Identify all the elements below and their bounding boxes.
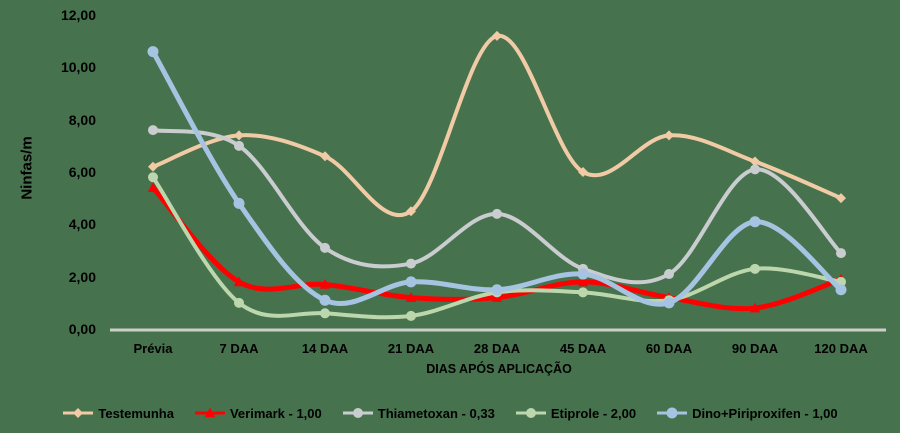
data-point-marker <box>749 216 761 228</box>
legend: Testemunha Verimark - 1,00 Thiametoxan - 0… <box>0 405 900 421</box>
legend-swatch <box>194 407 225 418</box>
legend-item-thiametoxan-0-33: Thiametoxan - 0,33 <box>342 405 495 421</box>
data-point-marker <box>491 284 503 296</box>
x-category-label: 60 DAA <box>645 341 693 356</box>
data-point-marker <box>406 206 416 217</box>
y-tick-label: 4,00 <box>68 216 96 233</box>
y-tick-label: 10,00 <box>60 59 96 76</box>
data-point-marker <box>836 248 846 259</box>
y-tick-label: 8,00 <box>68 111 96 128</box>
data-point-marker <box>234 140 244 151</box>
data-point-marker <box>148 161 158 172</box>
series-testemunha <box>148 30 846 218</box>
legend-swatch <box>657 407 688 419</box>
data-point-marker <box>148 172 158 183</box>
y-tick-label: 6,00 <box>68 164 96 180</box>
legend-item-verimark-1-00: Verimark - 1,00 <box>194 405 322 421</box>
data-point-marker <box>664 130 674 141</box>
series-line <box>151 33 843 218</box>
data-point-marker <box>233 276 245 287</box>
data-point-marker <box>406 258 416 269</box>
data-point-marker <box>578 167 588 177</box>
legend-item-etiprole-2-00: Etiprole - 2,00 <box>515 405 636 421</box>
data-point-marker <box>320 308 330 319</box>
y-axis-title: Ninfas/m <box>18 136 36 200</box>
series-dino-piriproxifen-1-00 <box>147 46 847 309</box>
x-category-label: 14 DAA <box>301 341 349 356</box>
data-point-marker <box>233 197 245 209</box>
data-point-marker <box>319 279 331 289</box>
data-point-marker <box>352 408 363 418</box>
legend-swatch <box>515 408 546 418</box>
data-point-marker <box>577 276 589 287</box>
data-point-marker <box>319 294 331 306</box>
data-point-marker <box>234 297 244 308</box>
x-axis-title: DIAS APÓS APLICAÇÃO <box>426 362 572 376</box>
x-category-label: 28 DAA <box>473 341 521 356</box>
data-point-marker <box>148 125 158 136</box>
y-tick-label: 12,00 <box>60 7 96 23</box>
y-tick-label: 0,00 <box>68 321 96 337</box>
plot-area <box>110 30 886 332</box>
data-point-marker <box>836 193 846 204</box>
legend-item-testemunha: Testemunha <box>62 405 174 421</box>
data-point-marker <box>664 269 674 280</box>
data-point-marker <box>750 156 760 167</box>
data-point-marker <box>749 302 761 313</box>
data-point-marker <box>750 164 760 175</box>
legend-item-dino-piriproxifen-1-00: Dino+Piriproxifen - 1,00 <box>656 405 838 421</box>
legend-swatch <box>342 408 373 418</box>
y-tick-label: 2,00 <box>68 268 96 285</box>
data-point-marker <box>835 284 847 296</box>
data-point-marker <box>147 182 159 192</box>
data-point-marker <box>234 130 244 141</box>
data-point-marker <box>405 276 417 288</box>
data-point-marker <box>406 310 416 321</box>
legend-label: Thiametoxan - 0,33 <box>377 405 495 421</box>
data-point-marker <box>663 297 675 309</box>
legend-label: Dino+Piriproxifen - 1,00 <box>692 405 838 421</box>
x-category-label: 7 DAA <box>219 341 259 356</box>
data-point-marker <box>750 263 760 274</box>
data-point-marker <box>666 407 678 419</box>
data-point-marker <box>492 30 502 41</box>
x-category-label: 120 DAA <box>814 341 868 356</box>
data-point-marker <box>525 408 536 418</box>
legend-swatch <box>63 408 94 418</box>
x-category-label: 45 DAA <box>559 341 607 356</box>
data-point-marker <box>492 208 502 219</box>
legend-label: Verimark - 1,00 <box>229 405 322 421</box>
data-point-marker <box>405 292 417 302</box>
data-point-marker <box>204 407 216 418</box>
data-point-marker <box>578 287 588 298</box>
data-point-marker <box>147 46 159 58</box>
legend-label: Etiprole - 2,00 <box>550 405 637 421</box>
series-thiametoxan-0-33 <box>148 125 846 285</box>
data-point-marker <box>320 151 330 162</box>
x-category-label: Prévia <box>133 341 173 356</box>
data-point-marker <box>320 242 330 253</box>
x-category-label: 21 DAA <box>387 341 435 356</box>
data-point-marker <box>577 268 589 280</box>
x-category-label: 90 DAA <box>731 341 779 356</box>
data-point-marker <box>73 408 84 418</box>
legend-label: Testemunha <box>98 405 174 421</box>
